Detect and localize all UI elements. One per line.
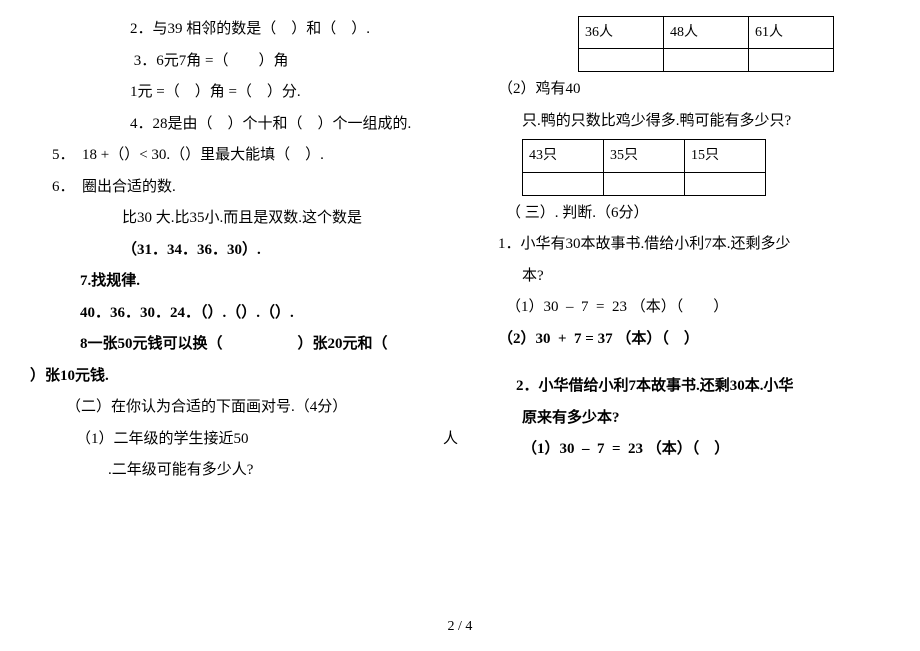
q6a: 6． 圈出合适的数. (52, 172, 462, 204)
table-cell-empty (579, 49, 664, 72)
table-cell: 43只 (523, 140, 604, 172)
q7b: 40．36．30．24．（）.（）.（）. (80, 298, 462, 330)
table-cell: 36人 (579, 17, 664, 49)
q8a: 8一张50元钱可以换（ ）张20元和（ (80, 329, 462, 361)
q5: 5． 18 +（）< 30.（）里最大能填（ ）. (52, 140, 462, 172)
page-content: 2．与39 相邻的数是（ ）和（ ）. 3．6元7角 =（ ）角 1元 =（ ）… (0, 0, 920, 487)
s3: （ 三）. 判断.（6分） (506, 198, 880, 230)
page-footer: 2 / 4 (0, 612, 920, 641)
q2c: （1）30 – 7 = 23 （本）（ ） (522, 434, 880, 466)
p2b: 只.鸭的只数比鸡少得多.鸭可能有多少只? (522, 106, 880, 138)
table-cell-empty (685, 172, 766, 195)
q6c: （31．34．36．30）. (80, 235, 462, 267)
spacer (498, 355, 880, 371)
q3b: 1元 =（ ）角 =（ ）分. (80, 77, 462, 109)
q8b: ）张10元钱. (30, 361, 462, 393)
table-ducks: 43只 35只 15只 (522, 139, 766, 195)
table-cell-empty (523, 172, 604, 195)
p2a: （2）鸡有40 (498, 74, 880, 106)
q2a: 2．小华借给小利7本故事书.还剩30本.小华 (516, 371, 880, 403)
table-cell-empty (604, 172, 685, 195)
q4: 4．28是由（ ）个十和（ ）个一组成的. (80, 109, 462, 141)
table-cell: 48人 (664, 17, 749, 49)
q3a: 3．6元7角 =（ ）角 (80, 46, 462, 78)
s2b-end: 人 (443, 424, 458, 456)
s2b: （1）二年级的学生接近50 (76, 424, 249, 456)
q1d: （2）30 + 7 = 37 （本）（ ） (498, 324, 880, 356)
table-cell-empty (749, 49, 834, 72)
q1a: 1．小华有30本故事书.借给小利7本.还剩多少 (498, 229, 880, 261)
s2a: （二）在你认为合适的下面画对号.（4分） (66, 392, 462, 424)
q1b: 本? (522, 261, 880, 293)
table-students: 36人 48人 61人 (578, 16, 834, 72)
table-cell: 15只 (685, 140, 766, 172)
table-cell-empty (664, 49, 749, 72)
s2b-row: （1）二年级的学生接近50 人 (76, 424, 462, 456)
q2b: 原来有多少本? (522, 403, 880, 435)
table-cell: 35只 (604, 140, 685, 172)
table-cell: 61人 (749, 17, 834, 49)
right-column: 36人 48人 61人 （2）鸡有40 只.鸭的只数比鸡少得多.鸭可能有多少只?… (480, 14, 890, 487)
q7a: 7.找规律. (80, 266, 462, 298)
s2c: .二年级可能有多少人? (108, 455, 462, 487)
q6b: 比30 大.比35小.而且是双数.这个数是 (80, 203, 462, 235)
q1c: （1）30 – 7 = 23 （本）（ ） (506, 292, 880, 324)
q2: 2．与39 相邻的数是（ ）和（ ）. (80, 14, 462, 46)
left-column: 2．与39 相邻的数是（ ）和（ ）. 3．6元7角 =（ ）角 1元 =（ ）… (30, 14, 480, 487)
